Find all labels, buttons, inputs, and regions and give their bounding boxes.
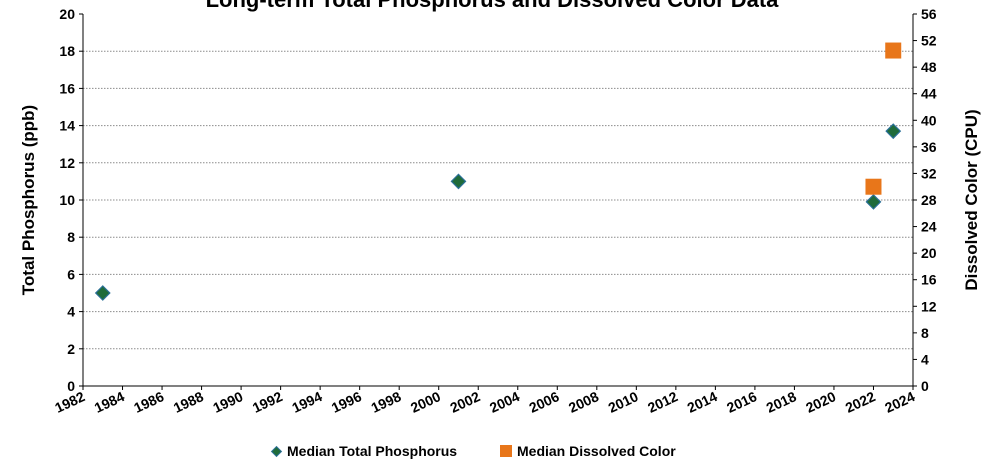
- legend-marker-phosphorus: [270, 445, 283, 458]
- y-axis-label: Total Phosphorus (ppb): [19, 105, 38, 295]
- phosphorus-point: [450, 173, 467, 190]
- x-tick-label: 2006: [527, 388, 562, 416]
- y-tick-label: 8: [67, 229, 75, 245]
- y2-tick-label: 32: [921, 165, 937, 181]
- axes: [79, 13, 917, 390]
- y-tick-label: 20: [59, 6, 75, 22]
- y2-tick-label: 12: [921, 298, 937, 314]
- left-tick-labels: 0 2 4 6 8 10 12 14 16 18 20: [59, 6, 75, 394]
- y2-tick-label: 16: [921, 272, 937, 288]
- x-tick-label: 2002: [448, 388, 483, 416]
- y2-tick-label: 56: [921, 6, 937, 22]
- x-tick-label: 2010: [606, 388, 641, 416]
- y-tick-label: 10: [59, 192, 75, 208]
- phosphorus-point: [885, 123, 902, 140]
- y2-tick-label: 44: [921, 86, 937, 102]
- y2-tick-label: 36: [921, 139, 937, 155]
- y2-tick-label: 0: [921, 378, 929, 394]
- x-tick-labels: 1982 1984 1986 1988 1990 1992 1994 1996 1998 2000…: [52, 388, 917, 416]
- x-tick-label: 1992: [250, 388, 285, 416]
- x-tick-label: 1998: [368, 388, 403, 416]
- x-tick-label: 2022: [843, 388, 878, 416]
- y2-tick-label: 24: [921, 219, 937, 235]
- y2-tick-label: 8: [921, 325, 929, 341]
- y-tick-label: 12: [59, 155, 75, 171]
- x-tick-label: 2016: [724, 388, 759, 416]
- y2-tick-label: 20: [921, 245, 937, 261]
- y2-tick-label: 28: [921, 192, 937, 208]
- x-tick-label: 1984: [92, 388, 127, 416]
- x-tick-label: 2024: [882, 388, 917, 416]
- y2-tick-label: 52: [921, 33, 937, 49]
- legend-label-color: Median Dissolved Color: [517, 443, 676, 459]
- y2-tick-label: 4: [921, 351, 929, 367]
- x-tick-label: 1988: [171, 388, 206, 416]
- chart-title: Long-term Total Phosphorus and Dissolved…: [206, 0, 780, 12]
- x-tick-label: 2004: [487, 388, 522, 416]
- y-tick-label: 14: [59, 118, 75, 134]
- phosphorus-point: [865, 193, 882, 210]
- legend: Median Total Phosphorus Median Dissolved…: [270, 443, 676, 459]
- y-tick-label: 18: [59, 43, 75, 59]
- y-tick-label: 2: [67, 341, 75, 357]
- y2-axis-label: Dissolved Color (CPU): [962, 109, 981, 290]
- x-tick-label: 1990: [210, 388, 245, 416]
- dissolved-color-point: [865, 178, 882, 195]
- y2-tick-label: 48: [921, 59, 937, 75]
- y2-tick-label: 40: [921, 112, 937, 128]
- y-tick-label: 6: [67, 266, 75, 282]
- x-tick-label: 2018: [764, 388, 799, 416]
- x-tick-label: 1986: [131, 388, 166, 416]
- phosphorus-point: [94, 285, 111, 301]
- y-tick-label: 4: [67, 304, 75, 320]
- x-tick-label: 2008: [566, 388, 601, 416]
- x-tick-label: 2000: [408, 388, 443, 416]
- x-tick-label: 1994: [289, 388, 324, 416]
- y-tick-label: 0: [67, 378, 75, 394]
- x-tick-label: 2012: [645, 388, 680, 416]
- data-points: [94, 42, 902, 301]
- x-tick-label: 2020: [803, 388, 838, 416]
- x-tick-label: 2014: [685, 388, 720, 416]
- x-tick-label: 1996: [329, 388, 364, 416]
- grid-lines: [83, 50, 913, 350]
- x-tick-label: 1982: [52, 388, 87, 416]
- legend-label-phosphorus: Median Total Phosphorus: [287, 443, 457, 459]
- legend-marker-color: [500, 445, 512, 457]
- dissolved-color-point: [885, 42, 902, 59]
- y-tick-label: 16: [59, 80, 75, 96]
